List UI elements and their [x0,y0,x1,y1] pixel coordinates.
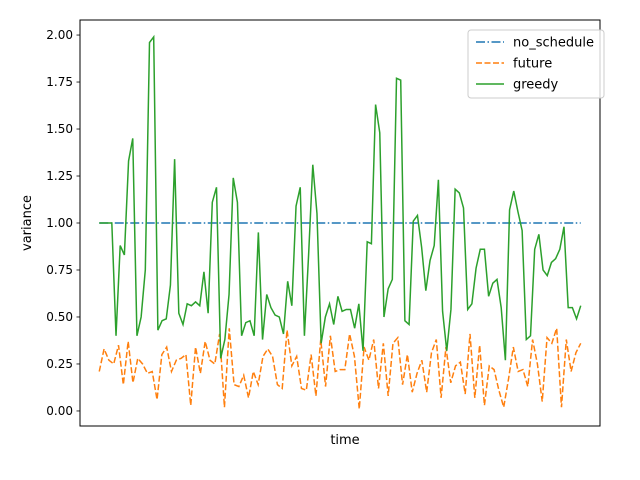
y-tick-label: 0.00 [46,404,73,418]
y-tick-label: 1.50 [46,122,73,136]
legend-label-greedy: greedy [513,78,559,93]
y-tick-label: 1.25 [46,169,73,183]
y-tick-label: 2.00 [46,28,73,42]
y-tick-label: 0.25 [46,357,73,371]
legend-label-future: future [513,57,552,72]
y-tick-label: 0.50 [46,310,73,324]
series-line-greedy [99,34,582,361]
series-layer [98,34,582,410]
y-axis-ticks: 0.00 0.25 0.50 0.75 1.00 1.25 1.50 1.75 2.00 [46,28,80,418]
x-axis-label: time [330,433,359,448]
legend-box [467,29,605,99]
y-tick-label: 1.75 [46,75,73,89]
y-axis-label: variance [20,195,35,251]
series-line-future [98,328,582,410]
legend-label-no-schedule: no_schedule [513,36,594,51]
y-tick-label: 0.75 [46,263,73,277]
y-tick-label: 1.00 [46,216,73,230]
